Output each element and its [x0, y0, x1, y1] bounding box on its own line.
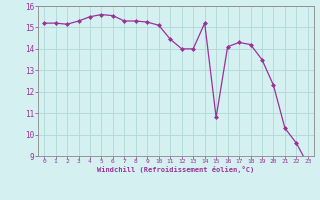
X-axis label: Windchill (Refroidissement éolien,°C): Windchill (Refroidissement éolien,°C): [97, 166, 255, 173]
